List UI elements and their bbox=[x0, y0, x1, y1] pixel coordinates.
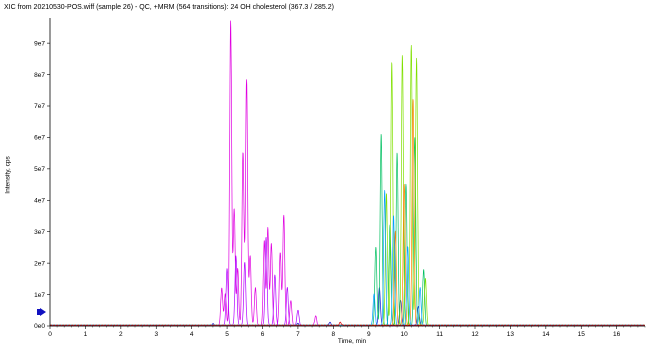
y-tick-label: 3e7 bbox=[34, 229, 45, 236]
x-axis-label: Time, min bbox=[337, 338, 367, 345]
x-tick-label: 13 bbox=[507, 331, 515, 338]
x-tick-label: 4 bbox=[190, 331, 194, 338]
y-tick-label: 5e7 bbox=[34, 166, 45, 173]
y-tick-label: 1e7 bbox=[34, 292, 45, 299]
x-tick-label: 15 bbox=[578, 331, 586, 338]
series-line-8 bbox=[49, 321, 646, 327]
x-tick-label: 16 bbox=[613, 331, 621, 338]
y-tick-label: 2e7 bbox=[34, 260, 45, 267]
y-tick-label: 9e7 bbox=[34, 40, 45, 47]
y-tick-label: 6e7 bbox=[34, 135, 45, 142]
x-tick-label: 7 bbox=[296, 331, 300, 338]
x-tick-label: 9 bbox=[367, 331, 371, 338]
axis-layer: 0 1 2 3 4 5 6 7 8 9 10 11 12 13 14 15 160e01e72e73e74e75… bbox=[34, 18, 646, 338]
x-tick-label: 14 bbox=[542, 331, 550, 338]
series-layer bbox=[49, 20, 646, 327]
x-tick-label: 1 bbox=[84, 331, 88, 338]
y-tick-label: 8e7 bbox=[34, 72, 45, 79]
series-line-3 bbox=[49, 287, 646, 327]
x-tick-label: 6 bbox=[261, 331, 265, 338]
series-line-6 bbox=[49, 99, 645, 327]
chart-title: XIC from 20210530-POS.wiff (sample 26) -… bbox=[4, 4, 334, 11]
series-line-1 bbox=[49, 20, 645, 327]
series-line-7 bbox=[49, 190, 645, 327]
intensity-marker-icon[interactable] bbox=[40, 308, 46, 316]
y-tick-label: 0e0 bbox=[34, 323, 45, 330]
y-tick-label: 4e7 bbox=[34, 197, 45, 204]
x-tick-label: 11 bbox=[436, 331, 443, 338]
x-tick-label: 3 bbox=[154, 331, 158, 338]
series-line-4 bbox=[49, 134, 645, 327]
series-line-5 bbox=[49, 44, 645, 327]
x-tick-label: 0 bbox=[48, 331, 52, 338]
series-line-2 bbox=[49, 236, 645, 327]
x-tick-label: 10 bbox=[401, 331, 409, 338]
y-tick-label: 7e7 bbox=[34, 103, 45, 110]
x-tick-label: 8 bbox=[332, 331, 336, 338]
x-tick-label: 5 bbox=[225, 331, 229, 338]
intensity-marker-handle[interactable] bbox=[37, 309, 40, 315]
x-tick-label: 12 bbox=[471, 331, 479, 338]
x-tick-label: 2 bbox=[119, 331, 123, 338]
